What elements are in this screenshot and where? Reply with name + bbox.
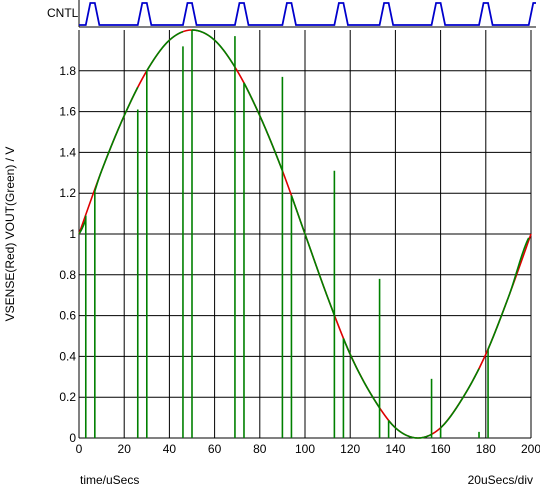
vout-track-segment	[243, 82, 284, 172]
x-tick-label: 140	[385, 442, 405, 456]
y-tick-label: 1.6	[59, 105, 76, 119]
x-tick-label: 160	[431, 442, 451, 456]
cntl-trace	[79, 2, 536, 26]
x-axis-label: time/uSecs	[80, 473, 139, 486]
y-axis-label: VSENSE(Red) VOUT(Green) / V	[3, 147, 17, 322]
x-tick-label: 40	[163, 442, 177, 456]
y-tick-label: 0.2	[59, 390, 76, 404]
x-tick-label: 20	[118, 442, 132, 456]
x-tick-label: 60	[208, 442, 222, 456]
vout-track-segment	[94, 86, 139, 192]
scale-label: 20uSecs/div	[468, 473, 533, 486]
x-tick-label: 0	[76, 442, 83, 456]
y-tick-label: 0.6	[59, 309, 76, 323]
vout-track-segment	[146, 30, 184, 72]
y-tick-label: 0.8	[59, 268, 76, 282]
x-tick-label: 120	[340, 442, 360, 456]
y-tick-label: 0	[69, 431, 76, 445]
vout-track-segment	[78, 219, 87, 235]
x-tick-label: 180	[476, 442, 496, 456]
y-tick-label: 1	[69, 227, 76, 241]
y-tick-label: 1.4	[59, 145, 76, 159]
vout-track-segment	[342, 338, 381, 409]
vout-track-segment	[388, 419, 432, 439]
vout-track-segment	[290, 195, 336, 316]
y-tick-label: 1.2	[59, 186, 76, 200]
y-tick-label: 1.8	[59, 64, 76, 78]
x-tick-label: 100	[295, 442, 315, 456]
axis-ticks: 0 20 40 60 80 100 120 140 160 180 200 0 0.2 0.4 0.6 0.8…	[59, 64, 540, 456]
x-tick-label: 80	[253, 442, 267, 456]
cntl-series	[79, 2, 536, 26]
x-tick-label: 200	[521, 442, 540, 456]
cntl-label: CNTL	[47, 6, 79, 20]
vout-track-segment	[191, 29, 236, 68]
vout-series	[78, 29, 530, 439]
vout-track-segment	[440, 368, 480, 429]
vout-track-segment	[487, 237, 530, 350]
y-tick-label: 0.4	[59, 349, 76, 363]
cntl-panel-frame	[78, 0, 536, 28]
